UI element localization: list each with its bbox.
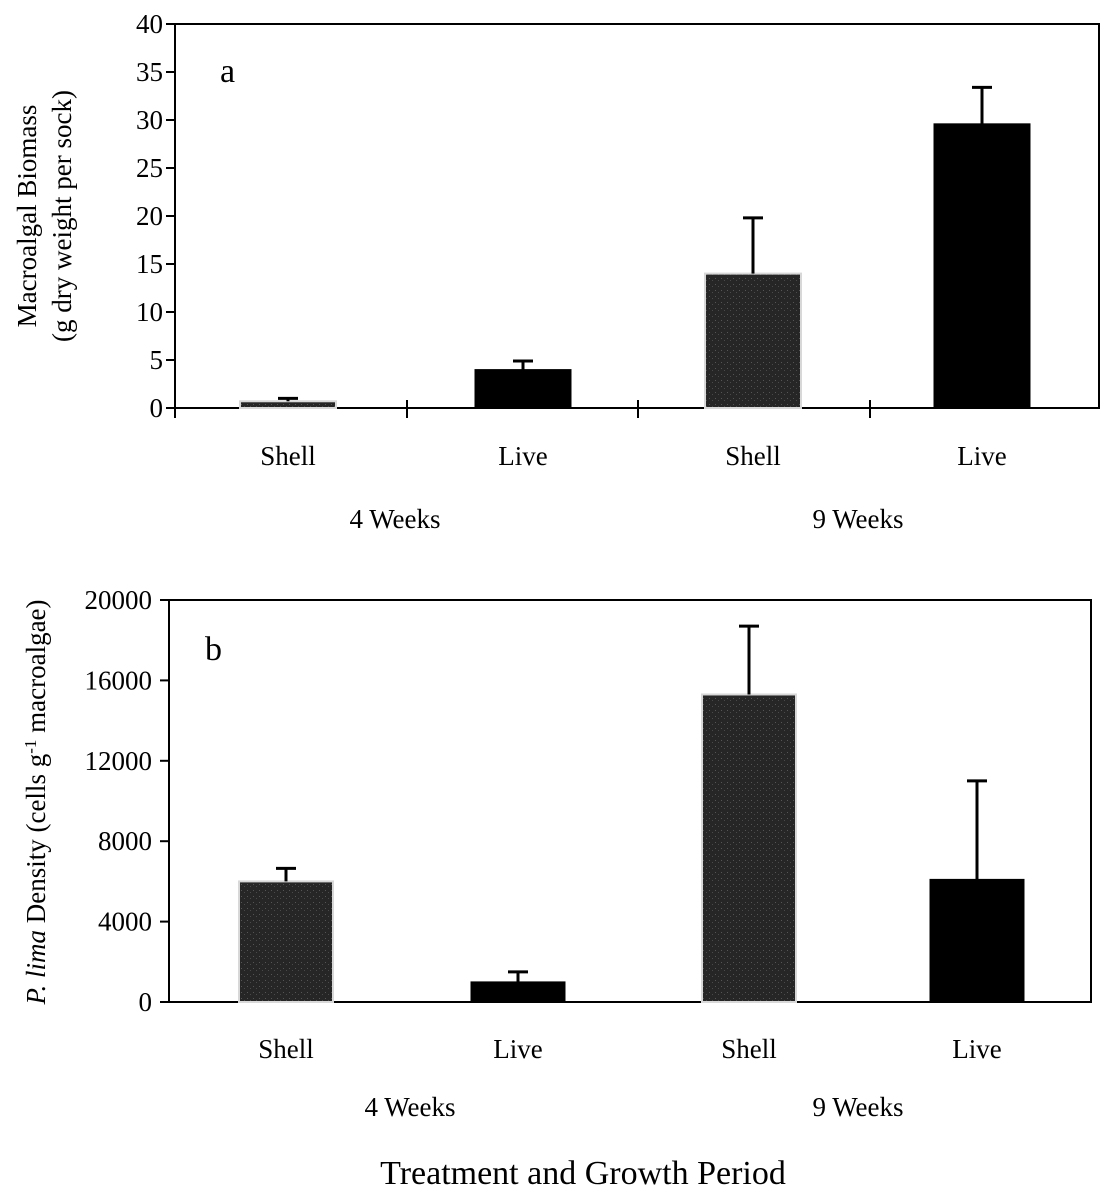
group-label-a-9-weeks: 9 Weeks (812, 504, 903, 534)
y-tick-label: 0 (150, 393, 164, 423)
panel-label-b: b (205, 631, 222, 668)
y-tick-label: 0 (139, 987, 153, 1017)
bar-live-9wk (933, 123, 1031, 409)
y-axis-a: 0 5 10 15 20 25 30 35 40 (136, 9, 175, 423)
panel-b: b P. lima Density (cells g-1 macroalgae)… (21, 585, 1092, 1191)
x-axis-title: Treatment and Growth Period (380, 1155, 786, 1191)
y-tick-label: 10 (136, 297, 163, 327)
bars-b (238, 693, 1025, 1004)
category-label: Live (493, 1034, 542, 1064)
category-labels-b: Shell Live Shell Live (258, 1034, 1002, 1064)
y-tick-label: 4000 (98, 907, 152, 937)
bar-shell-9wk (701, 693, 797, 1003)
group-label-b-9-weeks: 9 Weeks (812, 1092, 903, 1122)
group-label-a-4-weeks: 4 Weeks (349, 504, 440, 534)
y-tick-label: 25 (136, 153, 163, 183)
y-tick-label: 8000 (98, 826, 152, 856)
category-label: Live (957, 441, 1006, 471)
y-tick-label: 35 (136, 57, 163, 87)
y-axis-title-b-sup: -1 (21, 740, 40, 754)
error-bars-b (276, 624, 987, 982)
y-axis-title-b: P. lima Density (cells g-1 macroalgae) (21, 599, 52, 1005)
y-axis-title-a-line1: Macroalgal Biomass (12, 105, 42, 328)
bar-live-9wk (929, 878, 1025, 1003)
bar-shell-4wk (238, 880, 334, 1004)
category-label: Shell (721, 1034, 777, 1064)
y-tick-label: 40 (136, 9, 163, 39)
category-label: Live (952, 1034, 1001, 1064)
bar-live-4wk (474, 369, 572, 409)
category-label: Shell (260, 441, 316, 471)
x-axis-a (174, 400, 871, 418)
y-axis-title-b-end: macroalgae) (21, 599, 51, 739)
category-label: Shell (725, 441, 781, 471)
bar-shell-4wk (239, 400, 337, 409)
y-tick-label: 5 (150, 345, 164, 375)
y-tick-label: 30 (136, 105, 163, 135)
panel-a: a Macroalgal Biomass (g dry weight per s… (12, 9, 1100, 534)
group-label-b-4-weeks: 4 Weeks (364, 1092, 455, 1122)
y-tick-label: 20 (136, 201, 163, 231)
y-axis-title-b-main: Density (cells g (21, 754, 51, 930)
y-axis-b: 0 4000 8000 12000 16000 20000 (85, 585, 169, 1017)
bar-live-4wk (470, 981, 566, 1003)
category-labels-a: Shell Live Shell Live (260, 441, 1007, 471)
y-axis-title-b-species: P. lima (21, 930, 51, 1006)
bars-a (239, 123, 1031, 409)
category-label: Shell (258, 1034, 314, 1064)
y-tick-label: 20000 (85, 585, 153, 615)
plot-frame-b (168, 599, 1092, 1003)
panel-label-a: a (220, 53, 235, 90)
y-tick-label: 12000 (85, 746, 153, 776)
category-label: Live (498, 441, 547, 471)
y-axis-title-a-line2: (g dry weight per sock) (47, 90, 77, 342)
error-bars-a (278, 85, 992, 402)
y-tick-label: 15 (136, 249, 163, 279)
y-tick-label: 16000 (85, 665, 153, 695)
bar-shell-9wk (704, 272, 802, 409)
